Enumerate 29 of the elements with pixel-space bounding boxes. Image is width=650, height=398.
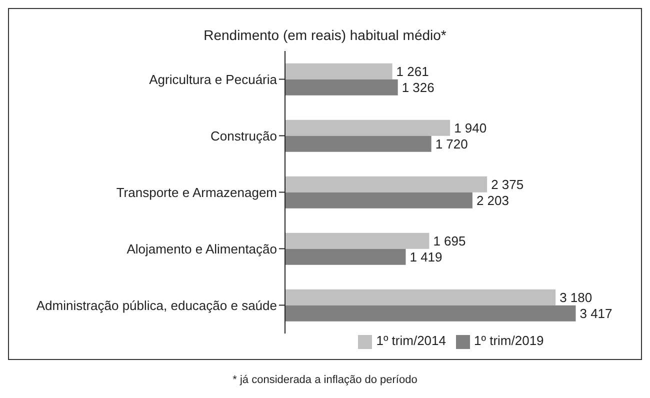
bar [285, 79, 398, 96]
legend-label: 1º trim/2014 [376, 333, 446, 348]
legend-label: 1º trim/2019 [474, 333, 544, 348]
data-label: 2 375 [491, 176, 524, 192]
data-label: 3 180 [560, 290, 592, 305]
bar [285, 289, 556, 306]
data-label: 1 419 [410, 249, 442, 264]
bar [285, 192, 472, 208]
data-label: 2 203 [476, 192, 509, 208]
data-label: 1 720 [435, 136, 468, 152]
data-label: 1 326 [402, 80, 434, 95]
bar [285, 305, 576, 322]
bar [285, 248, 406, 265]
bar [285, 232, 430, 249]
bar [285, 120, 450, 136]
text: * já considerada a inflação do período [232, 374, 418, 386]
data-label: 1 940 [454, 120, 487, 136]
y-tick-label: Transporte e Armazenagem [116, 184, 277, 200]
y-tick-label: Agricultura e Pecuária [149, 72, 278, 87]
y-tick-label: Construção [210, 128, 277, 144]
data-label: 1 695 [433, 233, 466, 248]
bar [285, 176, 488, 192]
y-tick-label: Alojamento e Alimentação [126, 241, 277, 256]
data-label: 1 261 [396, 64, 429, 79]
data-label: 3 417 [580, 306, 612, 321]
chart-title: Rendimento (em reais) habitual médio* [202, 27, 448, 43]
bar [285, 136, 432, 152]
y-tick-label: Administração pública, educação e saúde [36, 298, 277, 313]
bar [285, 63, 392, 80]
